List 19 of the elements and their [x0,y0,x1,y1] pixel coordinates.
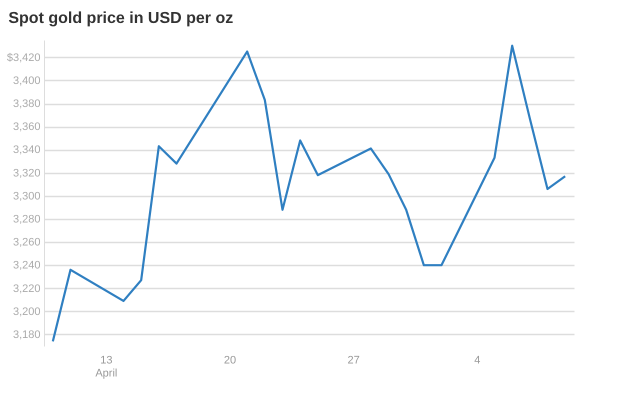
x-tick-label: 4 [474,354,480,366]
y-tick-label: 3,380 [12,98,40,110]
chart-title: Spot gold price in USD per oz [8,10,234,27]
y-tick-label: 3,260 [12,236,40,249]
x-tick-label: 27 [348,354,360,366]
y-tick-label: 3,200 [12,306,40,318]
y-tick-label: $3,420 [6,52,40,64]
y-tick-label: 3,400 [12,74,40,87]
x-tick-label: 13 April [95,354,118,380]
y-tick-label: 3,340 [12,144,40,156]
y-tick-label: 3,280 [12,213,40,226]
y-tick-label: 3,360 [12,121,40,134]
y-tick-label: 3,300 [12,190,40,202]
y-tick-label: 3,220 [12,282,40,295]
y-tick-label: 3,180 [12,328,40,341]
line-series [52,44,566,342]
y-tick-label: 3,320 [12,167,40,180]
x-tick-label: 20 [224,354,236,366]
y-tick-label: 3,240 [12,260,40,272]
